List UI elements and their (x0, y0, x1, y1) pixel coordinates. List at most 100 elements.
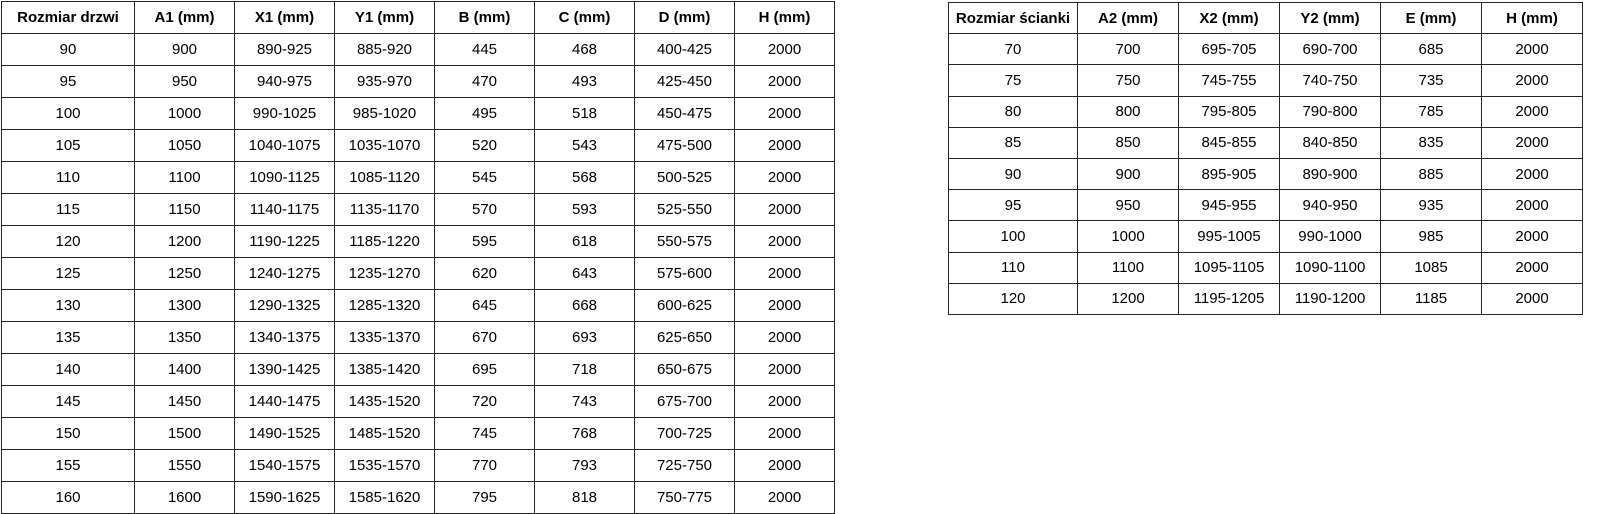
cell: 2000 (1481, 126, 1583, 159)
cell: 1100 (1077, 251, 1179, 284)
cell: 2000 (734, 193, 835, 226)
cell: 2000 (1481, 33, 1583, 66)
column-header: D (mm) (634, 1, 735, 34)
table-row: 105 1050 1040-1075 1035-1070 520 543 475-500 20… (1, 129, 835, 162)
cell: 1000 (1077, 220, 1179, 253)
cell: 1095-1105 (1178, 251, 1280, 284)
cell: 470 (434, 65, 535, 98)
cell: 2000 (734, 385, 835, 418)
table-row: 70 700 695-705 690-700 685 2000 (948, 33, 1583, 66)
cell: 2000 (1481, 157, 1583, 191)
cell: 95 (1, 65, 135, 98)
cell: 468 (534, 33, 635, 66)
cell: 2000 (1481, 282, 1583, 315)
table-row: 130 1300 1290-1325 1285-1320 645 668 600-625 20… (1, 289, 835, 322)
cell: 105 (1, 129, 135, 162)
table-row: 115 1150 1140-1175 1135-1170 570 593 525-550 20… (1, 193, 835, 226)
cell: 1195-1205 (1178, 282, 1280, 315)
cell: 1085-1120 (334, 161, 435, 194)
cell: 70 (948, 33, 1078, 66)
cell: 900 (134, 33, 235, 66)
cell: 1540-1575 (234, 449, 335, 482)
cell: 950 (1077, 189, 1179, 222)
cell: 140 (1, 353, 135, 386)
cell: 618 (534, 225, 635, 258)
cell: 2000 (1481, 220, 1583, 253)
cell: 2000 (1481, 95, 1583, 128)
table-row: 100 1000 990-1025 985-1020 495 518 450-475 2000 (1, 97, 835, 130)
wall-panel-size-table: Rozmiar ścianki A2 (mm) X2 (mm) Y2 (mm) E (m… (948, 1, 1583, 315)
cell: 1500 (134, 417, 235, 450)
column-header: Y2 (mm) (1279, 1, 1381, 35)
cell: 2000 (734, 257, 835, 290)
cell: 668 (534, 289, 635, 322)
cell: 750 (1077, 64, 1179, 97)
cell: 845-855 (1178, 126, 1280, 159)
cell: 1140-1175 (234, 193, 335, 226)
cell: 2000 (1481, 64, 1583, 97)
cell: 1235-1270 (334, 257, 435, 290)
cell: 800 (1077, 95, 1179, 128)
cell: 155 (1, 449, 135, 482)
cell: 518 (534, 97, 635, 130)
cell: 2000 (734, 97, 835, 130)
cell: 160 (1, 481, 135, 514)
cell: 2000 (734, 353, 835, 386)
cell: 785 (1380, 95, 1482, 128)
cell: 445 (434, 33, 535, 66)
cell: 1490-1525 (234, 417, 335, 450)
cell: 2000 (734, 161, 835, 194)
cell: 2000 (734, 417, 835, 450)
cell: 90 (1, 33, 135, 66)
cell: 790-800 (1279, 95, 1381, 128)
cell: 1200 (134, 225, 235, 258)
cell: 1190-1225 (234, 225, 335, 258)
cell: 685 (1380, 33, 1482, 66)
cell: 550-575 (634, 225, 735, 258)
cell: 625-650 (634, 321, 735, 354)
cell: 2000 (734, 481, 835, 514)
cell: 80 (948, 95, 1078, 128)
cell: 1300 (134, 289, 235, 322)
cell: 1340-1375 (234, 321, 335, 354)
cell: 1390-1425 (234, 353, 335, 386)
cell: 1485-1520 (334, 417, 435, 450)
cell: 935 (1380, 189, 1482, 222)
cell: 575-600 (634, 257, 735, 290)
column-header: H (mm) (1481, 1, 1583, 35)
column-header: X2 (mm) (1178, 1, 1280, 35)
cell: 1100 (134, 161, 235, 194)
cell: 115 (1, 193, 135, 226)
column-header: Rozmiar ścianki (948, 1, 1078, 35)
cell: 130 (1, 289, 135, 322)
column-header: B (mm) (434, 1, 535, 34)
table-row: 125 1250 1240-1275 1235-1270 620 643 575-600 20… (1, 257, 835, 290)
cell: 1585-1620 (334, 481, 435, 514)
cell: 650-675 (634, 353, 735, 386)
table-row: 150 1500 1490-1525 1485-1520 745 768 700-725 20… (1, 417, 835, 450)
column-header: X1 (mm) (234, 1, 335, 34)
cell: 2000 (734, 129, 835, 162)
cell: 700-725 (634, 417, 735, 450)
table-row: 90 900 890-925 885-920 445 468 400-425 2000 (1, 33, 835, 66)
cell: 75 (948, 64, 1078, 97)
cell: 400-425 (634, 33, 735, 66)
cell: 110 (948, 251, 1078, 284)
cell: 525-550 (634, 193, 735, 226)
cell: 150 (1, 417, 135, 450)
cell: 2000 (734, 33, 835, 66)
cell: 1135-1170 (334, 193, 435, 226)
column-header: C (mm) (534, 1, 635, 34)
table-row: 155 1550 1540-1575 1535-1570 770 793 725-750 20… (1, 449, 835, 482)
cell: 818 (534, 481, 635, 514)
table-row: 140 1400 1390-1425 1385-1420 695 718 650-675 20… (1, 353, 835, 386)
cell: 850 (1077, 126, 1179, 159)
table-row: 135 1350 1340-1375 1335-1370 670 693 625-650 20… (1, 321, 835, 354)
cell: 120 (1, 225, 135, 258)
cell: 1190-1200 (1279, 282, 1381, 315)
cell: 693 (534, 321, 635, 354)
table-row: 110 1100 1090-1125 1085-1120 545 568 500-525 20… (1, 161, 835, 194)
cell: 675-700 (634, 385, 735, 418)
cell: 740-750 (1279, 64, 1381, 97)
